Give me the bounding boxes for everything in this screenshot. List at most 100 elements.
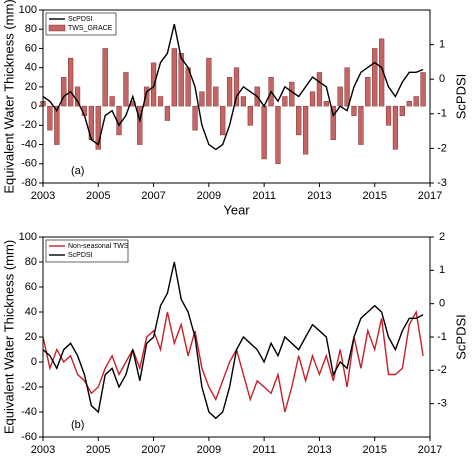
x-tick-label: 2011 [252,190,276,202]
legend-label: Non-seasonal TWS [68,243,129,250]
y-tick-label: 100 [19,231,37,243]
bar [164,105,171,121]
x-tick-label: 2003 [31,190,55,202]
plot-frame [42,9,431,184]
bar [365,77,371,107]
bar [95,105,101,150]
legend-box [45,239,129,263]
y-axis-label: Equivalent Water Thickness (mm) [1,0,16,194]
bar [358,105,364,145]
y-tick-label: 80 [25,23,37,35]
bar [392,105,399,150]
x-tick-label: 2017 [418,444,442,456]
x-tick-label: 2007 [141,444,165,456]
bar [240,96,247,107]
legend-label: ScPDSI [68,252,93,259]
y-tick-label: -80 [21,177,37,189]
x-tick-label: 2013 [307,444,331,456]
bar [171,48,177,107]
bar [123,72,129,107]
bar [351,105,357,116]
panel-label: (a) [71,165,84,177]
legend-label: ScPDSI [68,16,93,23]
bar [220,105,226,136]
bar [385,105,392,126]
bar [289,81,295,107]
y2-axis-label: ScPDSI [453,74,468,120]
bar [413,96,419,107]
bar [337,86,343,107]
x-tick-label: 2017 [418,190,442,202]
bar [144,86,150,107]
y-tick-label: 80 [25,256,37,268]
y-axis-label: Equivalent Water Thickness (mm) [1,240,16,434]
y-tick-label: 60 [25,281,37,293]
bar [213,86,219,107]
x-tick-label: 2011 [252,444,276,456]
x-tick-label: 2015 [362,190,386,202]
y-tick-label: 0 [31,356,37,368]
bar [61,77,67,107]
line [42,24,424,151]
bar [420,72,426,107]
y-tick-label: 20 [25,81,37,93]
panel-label: (b) [71,419,84,431]
y2-tick-label: 1 [439,39,445,51]
x-tick-label: 2005 [86,444,110,456]
bar [323,101,329,107]
y-tick-label: 20 [25,331,37,343]
bar [233,67,240,107]
bar [399,105,405,116]
legend-swatch [48,24,66,32]
bar [261,105,267,160]
bar [54,105,60,145]
bar [302,105,309,155]
bar [47,105,53,131]
bar [226,77,233,107]
y-tick-label: -20 [21,381,37,393]
y2-tick-label: -2 [437,364,447,376]
x-axis-label: Year [223,456,250,458]
y2-tick-label: -1 [437,331,447,343]
y2-axis-label: ScPDSI [453,314,468,360]
y-tick-label: -40 [21,138,37,150]
plot-frame [42,236,431,438]
bar [102,48,108,107]
bar [137,105,143,145]
x-tick-label: 2013 [307,190,331,202]
bar [192,105,198,131]
bar [330,105,336,140]
x-tick-label: 2003 [31,444,55,456]
y-tick-label: 40 [25,306,37,318]
bar [109,96,115,107]
x-axis-label: Year [223,202,250,217]
y-tick-label: -60 [21,431,37,443]
bar [296,105,302,136]
y2-tick-label: 1 [439,264,445,276]
y2-tick-label: -3 [437,398,447,410]
x-tick-label: 2009 [197,444,221,456]
bar [178,53,184,107]
bar [406,101,412,107]
x-tick-label: 2015 [362,444,386,456]
bar [199,91,205,107]
line [42,309,424,413]
legend-label: TWS_GRACE [68,25,113,32]
y-tick-label: -20 [21,119,37,131]
y-tick-label: 40 [25,62,37,74]
bar [247,105,253,126]
y-tick-label: -60 [21,158,37,170]
bar [206,57,212,107]
bar [68,57,74,107]
bar [157,96,164,107]
y2-tick-label: 0 [439,73,445,85]
y2-tick-label: -1 [437,108,447,120]
y2-tick-label: -3 [437,177,447,189]
bar [316,72,323,107]
x-tick-label: 2005 [86,190,110,202]
y-tick-label: -40 [21,406,37,418]
bar [344,67,350,107]
line [42,261,424,420]
bar [372,48,378,107]
